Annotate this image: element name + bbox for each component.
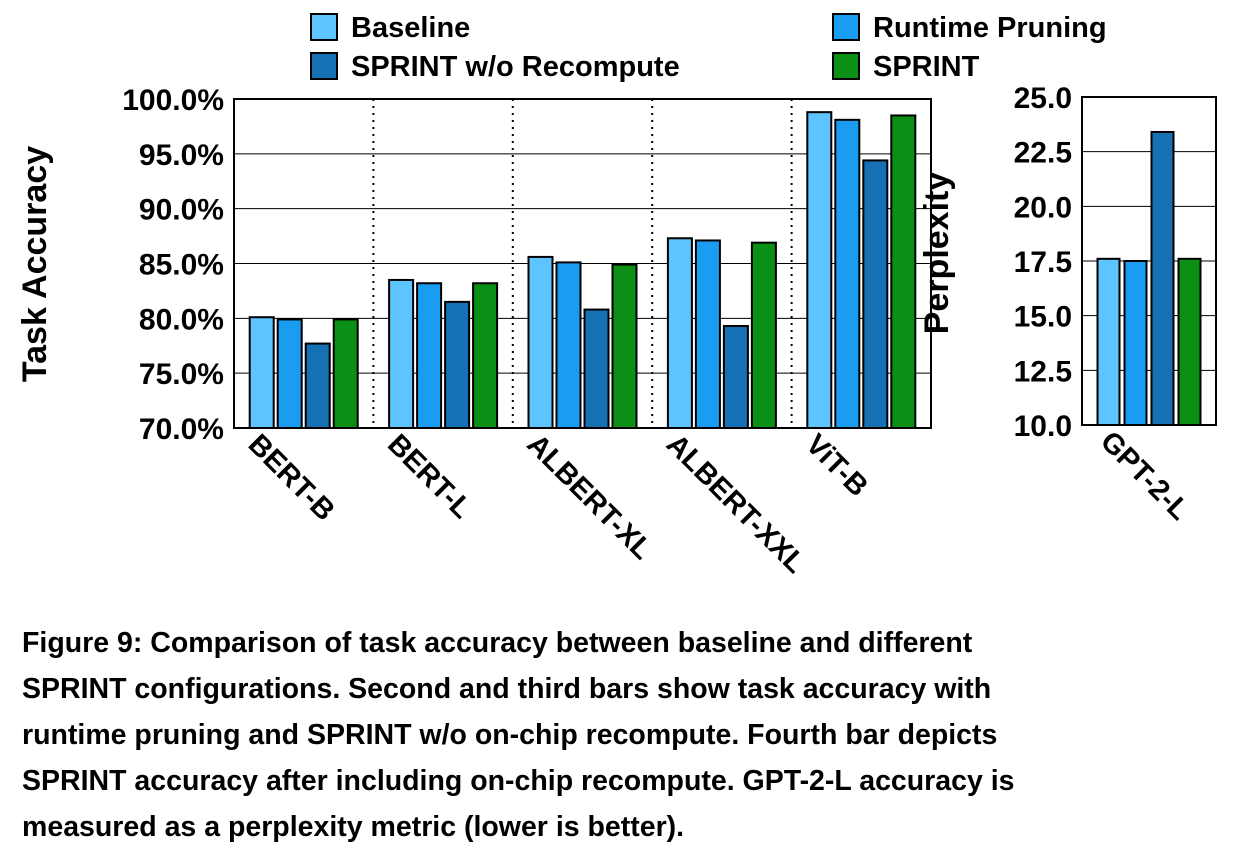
perplexity-bar [1096, 257, 1121, 426]
figure-caption: Figure 9: Comparison of task accuracy be… [22, 620, 1230, 850]
accuracy-category-label: BERT-L [381, 428, 478, 525]
accuracy-ytick-label: 100.0% [122, 84, 224, 117]
perplexity-category-label: GPT-2-L [1094, 425, 1195, 526]
caption-line-2: SPRINT configurations. Second and third … [22, 673, 992, 705]
perplexity-ylabel: Perplexity [918, 172, 956, 335]
perplexity-frame [1081, 96, 1217, 426]
accuracy-bar [332, 318, 359, 429]
accuracy-bar [806, 111, 833, 429]
accuracy-bar [527, 255, 554, 430]
accuracy-category-label: ALBERT-XXL [660, 428, 811, 579]
accuracy-ytick-label: 90.0% [139, 194, 224, 227]
perplexity-chart: 10.0 12.5 15.0 17.5 20.0 22.5 25.0 Perplexity GP… [918, 82, 1217, 527]
accuracy-ytick-label: 95.0% [139, 139, 224, 172]
perplexity-ytick-label: 10.0 [1014, 410, 1072, 443]
perplexity-ytick-label: 22.5 [1014, 137, 1072, 170]
accuracy-bar [472, 282, 499, 429]
accuracy-category-label: ViT-B [799, 428, 874, 503]
caption-line-4: SPRINT accuracy after including on-chip … [22, 765, 1015, 797]
perplexity-bar [1150, 130, 1175, 426]
perplexity-ytick-label: 15.0 [1014, 301, 1072, 334]
legend-label: Runtime Pruning [873, 12, 1107, 44]
caption-line-5: measured as a perplexity metric (lower i… [22, 811, 685, 843]
accuracy-bar [416, 282, 443, 429]
accuracy-category-label: ALBERT-XL [521, 428, 659, 566]
caption-label: Figure 9: [22, 627, 143, 659]
legend-swatch [832, 52, 860, 80]
accuracy-bar [276, 318, 303, 429]
caption-line-1: Figure 9: Comparison of task accuracy be… [22, 620, 1230, 666]
accuracy-ytick-label: 85.0% [139, 249, 224, 282]
accuracy-bar [862, 159, 889, 429]
accuracy-bar [722, 325, 749, 430]
accuracy-ylabel: Task Accuracy [16, 146, 54, 382]
caption-line-3: runtime pruning and SPRINT w/o on-chip r… [22, 719, 998, 751]
legend-label: Baseline [351, 12, 470, 44]
perplexity-ytick-label: 20.0 [1014, 191, 1072, 224]
accuracy-ytick-label: 70.0% [139, 413, 224, 446]
accuracy-bar [611, 263, 638, 430]
legend-label: SPRINT [873, 51, 980, 83]
accuracy-bar [583, 308, 610, 429]
perplexity-ytick-label: 17.5 [1014, 246, 1072, 279]
accuracy-bar [890, 114, 917, 429]
legend-swatch [832, 13, 860, 41]
perplexity-ytick-label: 25.0 [1014, 82, 1072, 115]
legend-label: SPRINT w/o Recompute [351, 51, 680, 83]
accuracy-ytick-label: 80.0% [139, 303, 224, 336]
perplexity-bar [1123, 260, 1148, 426]
accuracy-bar [750, 241, 777, 429]
accuracy-ytick-label: 75.0% [139, 358, 224, 391]
accuracy-chart: 70.0% 75.0% 80.0% 85.0% 90.0% 95.0% 100.0% Task… [16, 84, 932, 580]
legend-swatch [310, 52, 338, 80]
accuracy-bar [304, 342, 331, 430]
accuracy-bar [694, 239, 721, 429]
legend-swatch [310, 13, 338, 41]
figure-canvas: Baseline Runtime Pruning SPRINT w/o Recomp… [16, 12, 1217, 580]
legend: Baseline Runtime Pruning SPRINT w/o Recomp… [310, 12, 1107, 83]
perplexity-ytick-label: 12.5 [1014, 355, 1072, 388]
accuracy-bar [444, 300, 471, 429]
accuracy-bar [666, 237, 693, 429]
perplexity-bar [1177, 257, 1202, 426]
accuracy-category-label: BERT-B [242, 428, 341, 527]
accuracy-bar [834, 118, 861, 429]
accuracy-bar [388, 278, 415, 430]
accuracy-bar [555, 261, 582, 429]
accuracy-frame [233, 98, 932, 429]
accuracy-bar [248, 316, 275, 429]
caption-line-1-text: Comparison of task accuracy between base… [150, 627, 973, 659]
